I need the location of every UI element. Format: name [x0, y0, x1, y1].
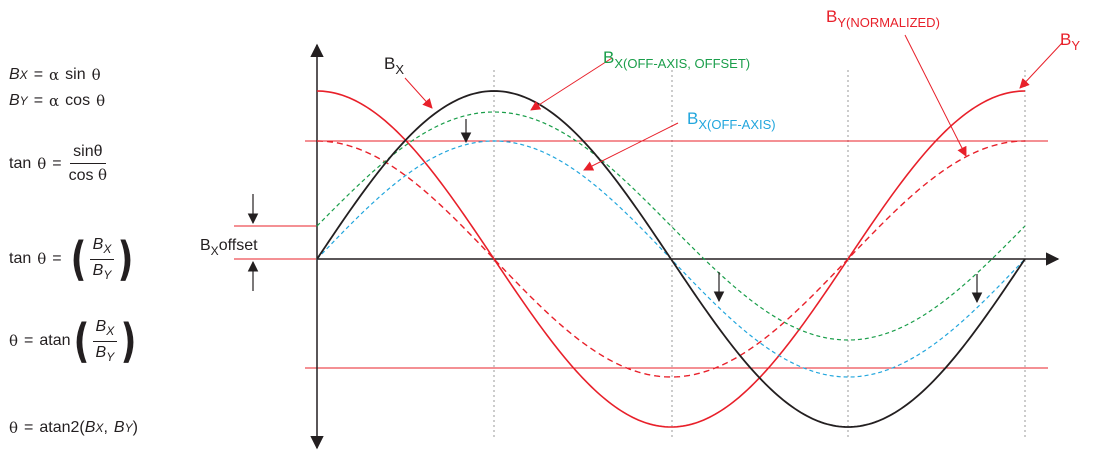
bx-off-axis-offset-pointer-arrow [530, 57, 613, 111]
equation-theta-atan: θ = atan ( BX BY ) [9, 314, 137, 368]
by-pointer-arrow [1019, 42, 1063, 89]
by-normalized-curve [316, 140, 1026, 378]
offset-arrows [247, 119, 983, 304]
bx-offset-label: BXoffset [200, 237, 258, 258]
pointer-arrows [404, 34, 1063, 171]
by-label: BY [1060, 30, 1080, 53]
equation-tan-b: tan θ = ( BX BY ) [9, 232, 134, 286]
period-gridlines [493, 70, 1026, 440]
equation-tan-ratio: tan θ = sinθ cos θ [9, 143, 108, 184]
bx-off-axis-offset-label: BX(OFF-AXIS, OFFSET) [603, 48, 750, 71]
bx-label: BX [384, 54, 404, 77]
by-normalized-pointer-arrow [904, 34, 967, 157]
by-normalized-label: BY(NORMALIZED) [826, 7, 940, 30]
bx-off-axis-offset-curve [316, 111, 1026, 341]
reference-lines [234, 140, 1048, 369]
by-curve [316, 90, 1026, 428]
bx-curve [316, 90, 1026, 428]
bx-pointer-arrow [404, 77, 433, 109]
bx-off-axis-pointer-arrow [583, 122, 679, 171]
bx-off-axis-label: BX(OFF-AXIS) [687, 109, 776, 132]
